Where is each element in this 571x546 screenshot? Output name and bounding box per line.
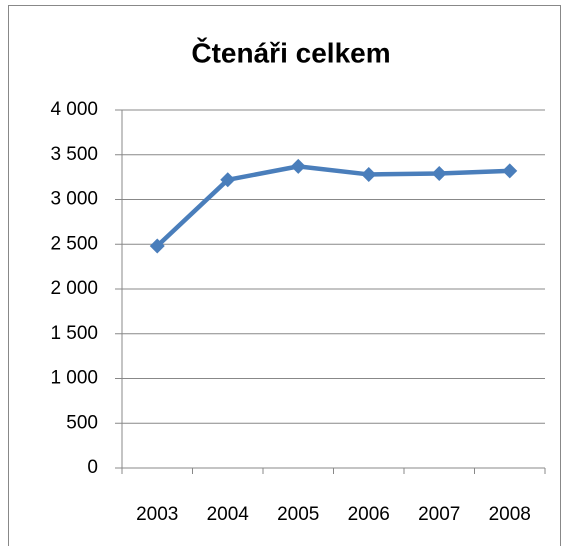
x-tick-label: 2008 <box>489 504 531 525</box>
marker <box>220 172 236 188</box>
x-tick-label: 2005 <box>277 504 319 525</box>
y-tick-label: 1 000 <box>50 368 98 389</box>
y-tick-label: 4 000 <box>50 99 98 120</box>
marker <box>361 166 377 182</box>
marker <box>149 238 165 254</box>
y-tick-label: 3 000 <box>50 189 98 210</box>
marker <box>431 166 447 182</box>
y-tick-label: 2 000 <box>50 278 98 299</box>
y-tick-label: 0 <box>87 457 98 478</box>
y-tick-label: 500 <box>66 412 98 433</box>
marker <box>290 158 306 174</box>
chart-title: Čtenáři celkem <box>191 36 390 68</box>
x-tick-label: 2006 <box>348 504 390 525</box>
y-tick-label: 1 500 <box>50 323 98 344</box>
marker <box>502 163 518 179</box>
x-tick-label: 2003 <box>136 504 178 525</box>
y-tick-label: 3 500 <box>50 144 98 165</box>
x-tick-label: 2004 <box>207 504 250 525</box>
y-tick-label: 2 500 <box>50 233 98 254</box>
line <box>155 164 510 248</box>
chart-frame <box>8 5 561 546</box>
x-tick-label: 2007 <box>418 504 460 525</box>
